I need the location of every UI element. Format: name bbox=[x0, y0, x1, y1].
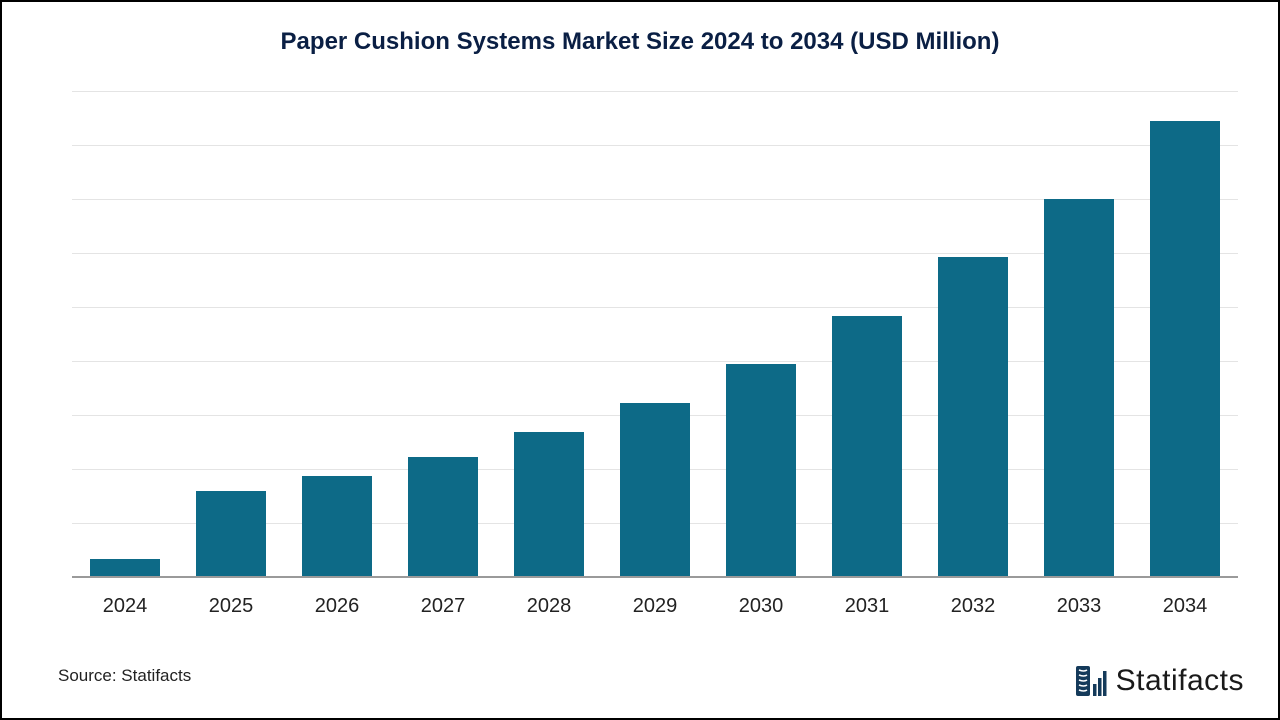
bar-slot bbox=[496, 92, 602, 578]
x-label: 2032 bbox=[920, 595, 1026, 618]
bar-slot bbox=[920, 92, 1026, 578]
bar-2033 bbox=[1044, 199, 1114, 578]
bar-2030 bbox=[726, 364, 796, 578]
chart-frame: Paper Cushion Systems Market Size 2024 t… bbox=[0, 0, 1280, 720]
bar-2029 bbox=[620, 403, 690, 578]
x-label: 2028 bbox=[496, 595, 602, 618]
bar-slot bbox=[178, 92, 284, 578]
bar-slot bbox=[1132, 92, 1238, 578]
bar-slot bbox=[708, 92, 814, 578]
x-axis-labels: 2024202520262027202820292030203120322033… bbox=[72, 595, 1238, 618]
x-label: 2026 bbox=[284, 595, 390, 618]
bar-slot bbox=[602, 92, 708, 578]
bar-slot bbox=[814, 92, 920, 578]
bar-2032 bbox=[938, 257, 1008, 578]
source-attribution: Source: Statifacts bbox=[58, 666, 191, 686]
bar-slot bbox=[284, 92, 390, 578]
x-label: 2027 bbox=[390, 595, 496, 618]
chart-title: Paper Cushion Systems Market Size 2024 t… bbox=[2, 28, 1278, 56]
brand-name: Statifacts bbox=[1116, 664, 1244, 698]
x-label: 2030 bbox=[708, 595, 814, 618]
plot-area bbox=[72, 92, 1238, 578]
x-label: 2031 bbox=[814, 595, 920, 618]
brand-icon bbox=[1076, 666, 1108, 696]
bar-2031 bbox=[832, 316, 902, 578]
bar-2025 bbox=[196, 491, 266, 578]
bar-2027 bbox=[408, 457, 478, 579]
x-axis-baseline bbox=[72, 576, 1238, 578]
x-label: 2025 bbox=[178, 595, 284, 618]
x-label: 2033 bbox=[1026, 595, 1132, 618]
bar-2028 bbox=[514, 432, 584, 578]
x-label: 2024 bbox=[72, 595, 178, 618]
x-label: 2034 bbox=[1132, 595, 1238, 618]
bars-container bbox=[72, 92, 1238, 578]
x-label: 2029 bbox=[602, 595, 708, 618]
brand-logo: Statifacts bbox=[1076, 664, 1244, 698]
bar-slot bbox=[390, 92, 496, 578]
bar-slot bbox=[72, 92, 178, 578]
bar-2026 bbox=[302, 476, 372, 578]
bar-slot bbox=[1026, 92, 1132, 578]
bar-2034 bbox=[1150, 121, 1220, 578]
